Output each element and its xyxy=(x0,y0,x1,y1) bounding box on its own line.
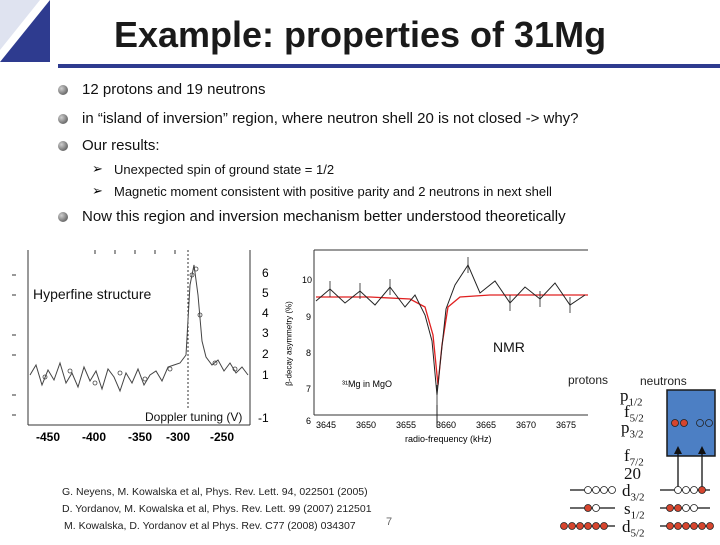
hyperfine-y-tick: 2 xyxy=(262,347,269,361)
nmr-y-tick: 7 xyxy=(306,384,312,394)
level-sub: 5/2 xyxy=(630,527,645,540)
slide-title: Example: properties of 31Mg xyxy=(113,14,607,55)
nmr-x-tick: 3670 xyxy=(516,420,537,430)
level-p12: p1/2 xyxy=(620,386,643,408)
level-name: p xyxy=(620,386,629,405)
page-number: 7 xyxy=(386,516,393,528)
hyperfine-x-tick: -350 xyxy=(128,430,153,444)
shell-diagram-art xyxy=(560,370,720,540)
nmr-x-tick: 3655 xyxy=(396,420,417,430)
level-name: d xyxy=(622,517,631,536)
level-d52: d5/2 xyxy=(622,517,645,539)
level-p32: p3/2 xyxy=(621,418,644,440)
nmr-x-tick: 3665 xyxy=(476,420,497,430)
hyperfine-y-tick: 1 xyxy=(262,368,269,382)
hyperfine-xlabel: Doppler tuning (V) xyxy=(143,410,245,424)
corner-decoration xyxy=(0,0,50,62)
level-sub: 3/2 xyxy=(630,491,645,504)
nmr-y-tick: 6 xyxy=(306,416,312,426)
level-f52: f5/2 xyxy=(624,402,644,424)
nmr-ylabel: β-decay asymmetry (%) xyxy=(284,301,294,386)
hyperfine-y-tick: 6 xyxy=(262,266,269,280)
hyperfine-x-tick: -400 xyxy=(82,430,107,444)
reference-3: M. Kowalska, D. Yordanov et al Phys. Rev… xyxy=(64,520,356,532)
hyperfine-x-tick: -300 xyxy=(166,430,191,444)
magic-number: 20 xyxy=(624,464,641,483)
bullet-2: in “island of inversion” region, where n… xyxy=(82,110,579,127)
hyperfine-label: Hyperfine structure xyxy=(30,285,155,303)
bullet-4: Now this region and inversion mechanism … xyxy=(82,208,566,225)
nmr-y-tick: 8 xyxy=(306,348,312,358)
arrow-bullet-icon: ➢ xyxy=(92,161,103,176)
nmr-inset-label: ³¹Mg in MgO xyxy=(342,379,393,389)
nmr-x-tick: 3660 xyxy=(436,420,457,430)
nmr-x-tick: 3650 xyxy=(356,420,377,430)
level-d32: d3/2 xyxy=(622,481,645,503)
hyperfine-y-tick: 4 xyxy=(262,306,269,320)
bullet-icon xyxy=(58,141,68,151)
neutrons-label: neutrons xyxy=(640,374,687,388)
reference-1: G. Neyens, M. Kowalska et al, Phys. Rev.… xyxy=(62,486,368,498)
level-sub: 7/2 xyxy=(629,456,644,469)
nmr-y-tick: 9 xyxy=(306,312,312,322)
nmr-plot xyxy=(290,245,595,450)
bullet-icon xyxy=(58,114,68,124)
protons-label: protons xyxy=(568,373,609,387)
nmr-xlabel: radio-frequency (kHz) xyxy=(405,434,492,444)
level-name: d xyxy=(622,481,631,500)
hyperfine-x-tick: -450 xyxy=(36,430,61,444)
bullet-1: 12 protons and 19 neutrons xyxy=(82,81,266,98)
nmr-label: NMR xyxy=(493,339,525,355)
bullet-icon xyxy=(58,85,68,95)
bullet-icon xyxy=(58,212,68,222)
hyperfine-y-tick: 5 xyxy=(262,286,269,300)
level-name: f xyxy=(624,402,630,421)
hyperfine-y-tick: -1 xyxy=(258,411,269,425)
hyperfine-plot xyxy=(0,245,285,445)
level-sub: 1/2 xyxy=(630,509,645,522)
sub-bullet-2: Magnetic moment consistent with positive… xyxy=(114,184,552,199)
nmr-x-tick: 3675 xyxy=(556,420,577,430)
level-sub: 3/2 xyxy=(629,428,644,441)
title-rule xyxy=(58,64,720,68)
sub-bullet-1: Unexpected spin of ground state = 1/2 xyxy=(114,162,335,177)
hyperfine-y-tick: 3 xyxy=(262,326,269,340)
level-name: s xyxy=(624,499,631,518)
level-s12: s1/2 xyxy=(624,499,645,521)
level-name: f xyxy=(624,446,630,465)
level-f72: f7/2 xyxy=(624,446,644,468)
nmr-x-tick: 3645 xyxy=(316,420,337,430)
level-sub: 5/2 xyxy=(629,412,644,425)
arrow-bullet-icon: ➢ xyxy=(92,183,103,198)
level-name: p xyxy=(621,418,630,437)
bullet-3: Our results: xyxy=(82,137,160,154)
nmr-y-tick: 10 xyxy=(302,275,313,285)
reference-2: D. Yordanov, M. Kowalska et al, Phys. Re… xyxy=(62,503,372,515)
level-sub: 1/2 xyxy=(628,396,643,409)
hyperfine-x-tick: -250 xyxy=(210,430,235,444)
